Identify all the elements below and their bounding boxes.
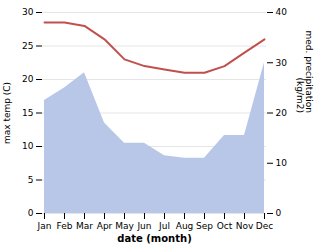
svg-text:date (month): date (month): [117, 233, 191, 244]
svg-text:Apr: Apr: [97, 221, 113, 231]
svg-text:20: 20: [22, 74, 34, 84]
svg-text:Feb: Feb: [57, 221, 73, 231]
svg-text:Nov: Nov: [236, 221, 254, 231]
svg-text:Jan: Jan: [37, 221, 52, 231]
svg-text:Dec: Dec: [256, 221, 273, 231]
svg-text:5: 5: [28, 175, 34, 185]
svg-text:Oct: Oct: [217, 221, 233, 231]
svg-text:10: 10: [22, 141, 34, 151]
svg-text:Sep: Sep: [196, 221, 213, 231]
svg-text:25: 25: [22, 41, 33, 51]
svg-text:0: 0: [276, 208, 282, 218]
svg-text:Jun: Jun: [136, 221, 151, 231]
svg-text:10: 10: [276, 158, 288, 168]
svg-text:Mar: Mar: [76, 221, 93, 231]
svg-text:Aug: Aug: [176, 221, 194, 231]
svg-text:May: May: [115, 221, 134, 231]
svg-text:med. precipitation (kg/m2): med. precipitation (kg/m2): [295, 31, 314, 113]
svg-text:0: 0: [28, 208, 34, 218]
svg-text:30: 30: [276, 58, 288, 68]
svg-text:Jul: Jul: [158, 221, 170, 231]
svg-text:30: 30: [22, 7, 34, 17]
svg-text:15: 15: [22, 108, 33, 118]
svg-text:max temp (C): max temp (C): [2, 82, 12, 144]
svg-text:40: 40: [276, 7, 288, 17]
svg-text:20: 20: [276, 108, 288, 118]
